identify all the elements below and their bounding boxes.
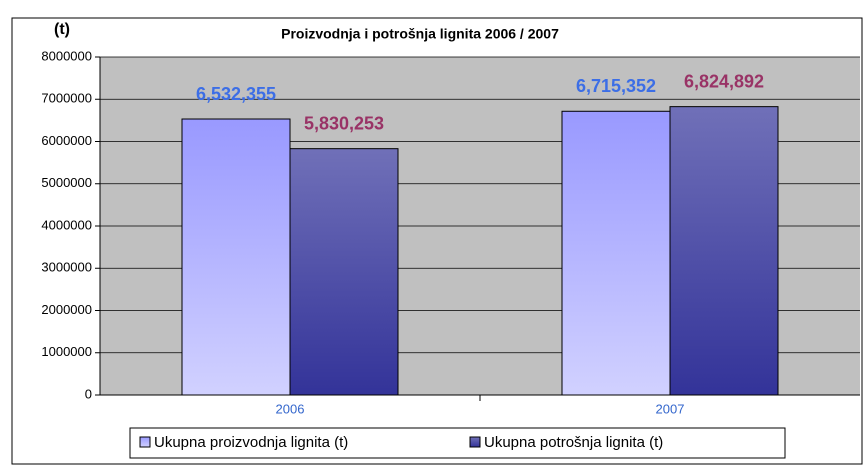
y-tick-label: 1000000 xyxy=(41,344,92,359)
bar xyxy=(289,148,399,396)
legend-swatch xyxy=(469,436,481,448)
bar xyxy=(669,106,779,396)
y-tick-label: 3000000 xyxy=(41,260,92,275)
y-tick-label: 4000000 xyxy=(41,217,92,232)
legend-label: Ukupna potrošnja lignita (t) xyxy=(484,434,663,451)
y-tick-label: 8000000 xyxy=(41,48,92,63)
legend-swatch xyxy=(139,436,151,448)
y-tick-label: 6000000 xyxy=(41,133,92,148)
y-tick-label: 7000000 xyxy=(41,91,92,106)
legend-box xyxy=(129,427,786,459)
y-tick-label: 0 xyxy=(85,386,92,401)
bar xyxy=(181,118,291,396)
x-tick-label: 2006 xyxy=(276,401,305,416)
legend-label: Ukupna proizvodnja lignita (t) xyxy=(154,434,348,451)
x-tick-label: 2007 xyxy=(656,401,685,416)
data-label: 6,824,892 xyxy=(684,71,764,91)
y-tick-label: 5000000 xyxy=(41,175,92,190)
y-axis-label: (t) xyxy=(54,21,70,38)
chart-title: Proizvodnja i potrošnja lignita 2006 / 2… xyxy=(281,26,559,42)
data-label: 5,830,253 xyxy=(304,113,384,133)
data-label: 6,532,355 xyxy=(196,84,276,104)
data-label: 6,715,352 xyxy=(576,76,656,96)
bar xyxy=(561,110,671,396)
y-tick-label: 2000000 xyxy=(41,302,92,317)
